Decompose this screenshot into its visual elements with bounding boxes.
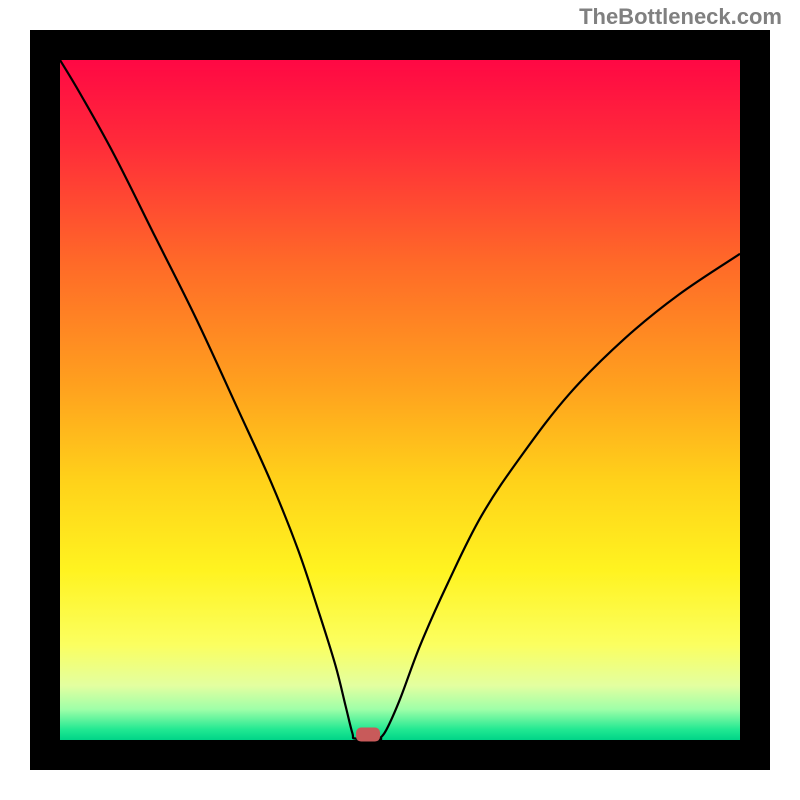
watermark-text: TheBottleneck.com [579,4,782,30]
optimal-point-marker [356,728,380,742]
chart-frame: TheBottleneck.com [0,0,800,800]
gradient-background [60,60,740,740]
bottleneck-chart [0,0,800,800]
